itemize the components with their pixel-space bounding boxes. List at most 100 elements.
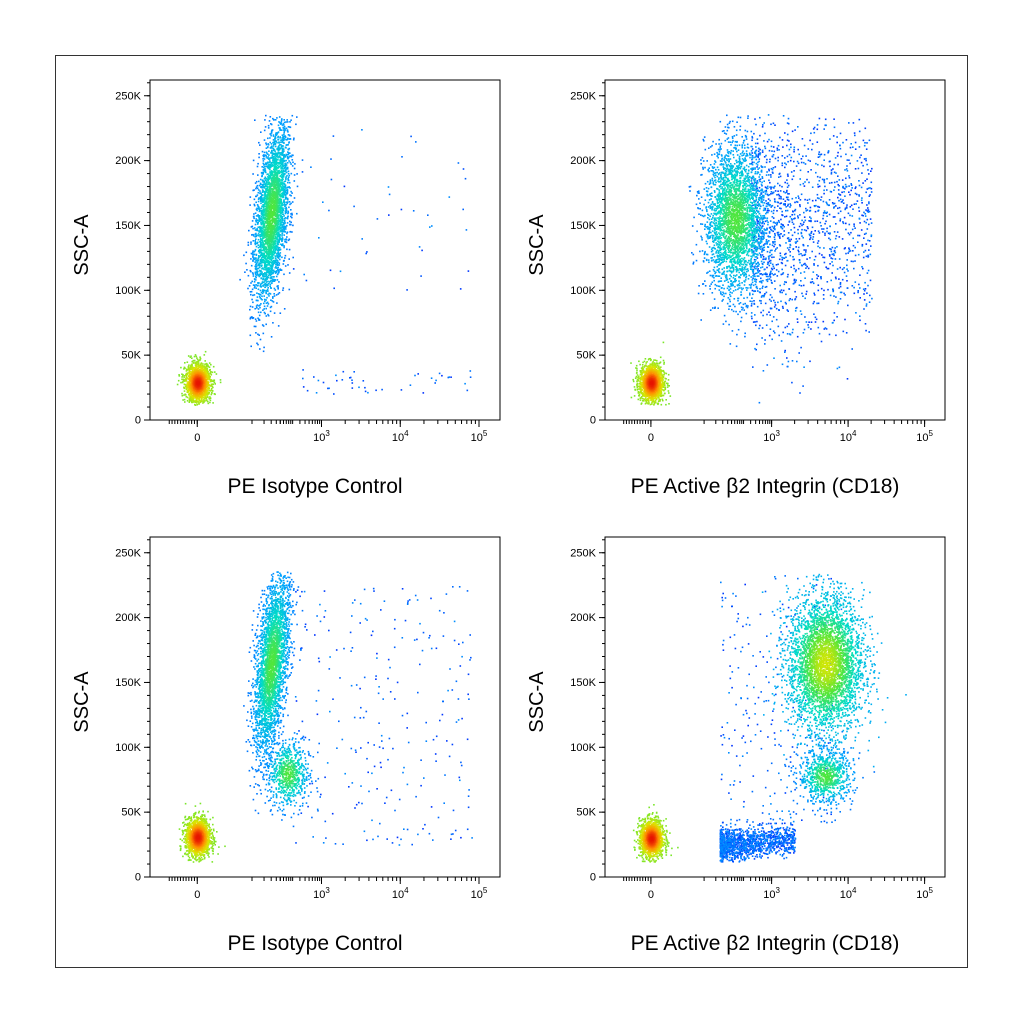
event-point <box>289 224 291 226</box>
event-point <box>290 213 292 215</box>
event-point <box>260 131 262 133</box>
event-point <box>184 399 186 401</box>
event-point <box>285 255 287 257</box>
event-point <box>254 119 256 121</box>
event-point <box>292 225 294 227</box>
event-point <box>258 157 260 159</box>
event-point <box>276 169 278 171</box>
event-point <box>274 149 276 151</box>
event-point <box>273 139 275 141</box>
event-point <box>194 360 196 362</box>
event-point <box>184 367 186 369</box>
event-point <box>264 290 266 292</box>
event-point <box>278 325 280 327</box>
event-point <box>283 234 285 236</box>
event-point <box>333 288 335 290</box>
event-point <box>268 125 270 127</box>
event-point <box>277 270 279 272</box>
event-point <box>288 240 290 242</box>
event-point <box>268 295 270 297</box>
event-point <box>277 241 279 243</box>
event-point <box>187 400 189 402</box>
event-point <box>266 144 268 146</box>
event-point <box>273 145 275 147</box>
event-point <box>281 189 283 191</box>
event-point <box>285 213 287 215</box>
event-point <box>279 129 281 131</box>
event-point <box>262 293 264 295</box>
event-point <box>207 388 209 390</box>
event-point <box>287 182 289 184</box>
event-point <box>251 291 253 293</box>
event-point <box>272 278 274 280</box>
event-point <box>410 384 412 386</box>
event-point <box>263 295 265 297</box>
event-point <box>268 127 270 129</box>
event-point <box>182 399 184 401</box>
event-point <box>257 222 259 224</box>
event-point <box>260 246 262 248</box>
event-point <box>282 289 284 291</box>
event-point <box>253 317 255 319</box>
event-point <box>265 308 267 310</box>
event-point <box>294 197 296 199</box>
event-point <box>216 373 218 375</box>
event-point <box>282 148 284 150</box>
event-point <box>254 199 256 201</box>
event-point <box>279 176 281 178</box>
event-point <box>250 243 252 245</box>
event-point <box>252 260 254 262</box>
event-point <box>274 288 276 290</box>
event-point <box>267 294 269 296</box>
event-point <box>256 266 258 268</box>
event-point <box>278 153 280 155</box>
event-point <box>276 255 278 257</box>
event-point <box>261 197 263 199</box>
event-point <box>184 390 186 392</box>
event-point <box>281 145 283 147</box>
event-point <box>263 347 265 349</box>
event-point <box>283 156 285 158</box>
event-point <box>401 389 403 391</box>
event-point <box>277 212 279 214</box>
event-point <box>260 298 262 300</box>
event-point <box>285 265 287 267</box>
event-point <box>283 140 285 142</box>
event-point <box>286 249 288 251</box>
event-point <box>260 294 262 296</box>
event-point <box>293 138 295 140</box>
event-point <box>178 380 180 382</box>
event-point <box>196 357 198 359</box>
event-point <box>285 211 287 213</box>
event-point <box>275 264 277 266</box>
event-point <box>281 204 283 206</box>
event-point <box>269 228 271 230</box>
event-point <box>256 320 258 322</box>
event-point <box>286 233 288 235</box>
event-point <box>292 159 294 161</box>
event-point <box>286 144 288 146</box>
event-point <box>188 364 190 366</box>
event-point <box>259 218 261 220</box>
event-point <box>267 162 269 164</box>
event-point <box>260 303 262 305</box>
event-point <box>253 216 255 218</box>
event-point <box>253 275 255 277</box>
event-point <box>271 143 273 145</box>
event-point <box>261 296 263 298</box>
event-point <box>263 160 265 162</box>
event-point <box>258 244 260 246</box>
event-point <box>271 162 273 164</box>
event-point <box>263 222 265 224</box>
event-point <box>253 240 255 242</box>
event-point <box>283 132 285 134</box>
event-point <box>274 295 276 297</box>
event-point <box>401 156 403 158</box>
event-point <box>279 223 281 225</box>
event-point <box>265 276 267 278</box>
event-point <box>281 233 283 235</box>
event-point <box>253 213 255 215</box>
event-point <box>184 387 186 389</box>
event-point <box>263 163 265 165</box>
event-point <box>272 296 274 298</box>
